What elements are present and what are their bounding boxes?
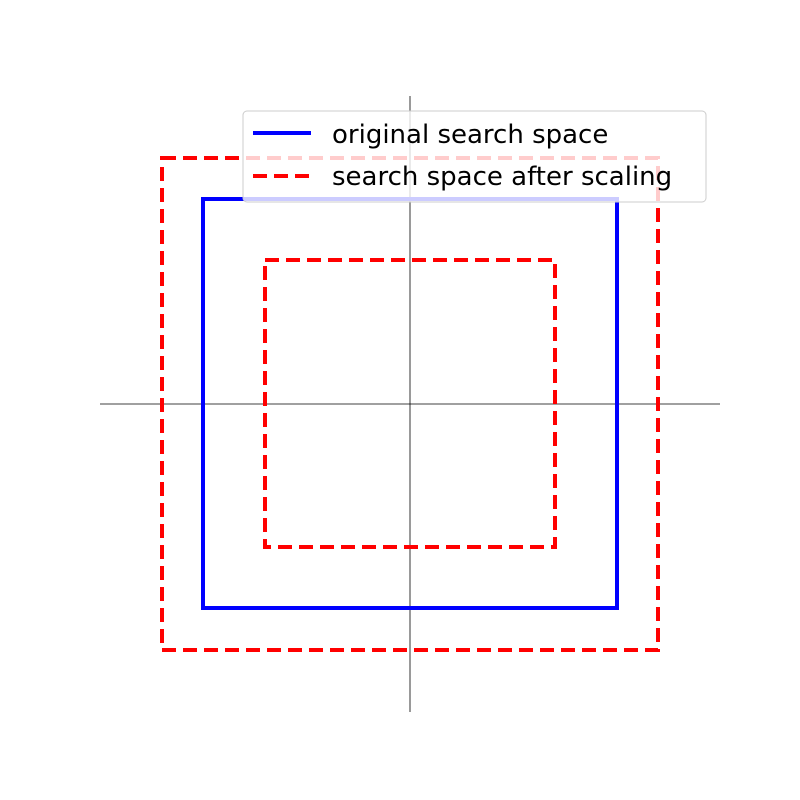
legend-box — [242, 110, 707, 203]
legend-label-scaled: search space after scaling — [332, 162, 672, 192]
legend-label-original: original search space — [332, 120, 608, 150]
scaled-outer-square — [160, 156, 660, 652]
legend: original search space search space after… — [242, 110, 707, 203]
scaled-inner-square — [263, 258, 557, 549]
